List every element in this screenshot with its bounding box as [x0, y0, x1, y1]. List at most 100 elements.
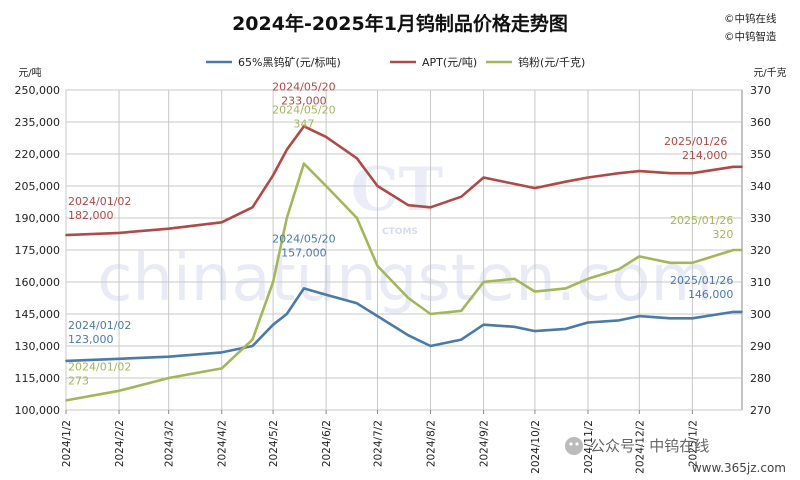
series-point-2	[272, 281, 274, 283]
x-tick-label: 2024/10/2	[530, 420, 542, 474]
series-point-0	[272, 323, 274, 326]
wechat-badge: 公众号 · 中钨在线 www.365jz.com	[565, 437, 786, 475]
series-point-1	[617, 172, 620, 175]
left-tick-label: 205,000	[15, 180, 61, 193]
series-point-2	[356, 217, 358, 219]
series-point-1	[118, 232, 120, 234]
series-point-0	[741, 311, 743, 313]
series-point-0	[732, 311, 735, 313]
series-point-1	[325, 136, 327, 138]
series-point-1	[356, 157, 358, 160]
x-tick-label: 2024/12/2	[634, 420, 646, 474]
x-tick-label: 2025/1/2	[687, 420, 699, 467]
series-point-2	[407, 297, 410, 299]
series-point-0	[376, 315, 379, 317]
left-tick-label: 175,000	[15, 244, 61, 257]
series-point-2	[285, 217, 288, 219]
annotation-value: 146,000	[688, 288, 734, 301]
x-axis: 2024/1/2 2024/2/2 2024/3/2 2024/4/2 2024/5/2…	[61, 410, 699, 474]
x-tick-label: 2024/11/2	[583, 420, 595, 474]
annotation-value: 214,000	[682, 149, 728, 162]
x-tick-label: 2024/5/2	[268, 420, 280, 467]
annotation-date: 2024/05/20	[272, 104, 335, 117]
series-point-1	[303, 125, 305, 128]
series-point-0	[407, 334, 410, 337]
x-tick-label: 2024/6/2	[321, 420, 333, 467]
annotation-value: 233,000	[281, 94, 327, 107]
series-point-1	[251, 206, 254, 209]
left-tick-label: 160,000	[15, 276, 61, 289]
series-point-0	[303, 287, 305, 290]
series-point-1	[534, 187, 536, 190]
annotation-date: 2025/01/26	[670, 214, 733, 227]
series-point-2	[118, 389, 120, 392]
series-point-2	[460, 309, 463, 312]
series-point-0	[285, 313, 288, 315]
wechat-label: 公众号 · 中钨在线	[590, 437, 709, 455]
series-point-0	[669, 317, 671, 320]
right-axis-unit: 元/千克	[753, 67, 786, 79]
series-point-2	[482, 281, 485, 283]
series-point-0	[65, 360, 67, 362]
series-point-1	[691, 172, 694, 175]
annotation-date: 2025/01/26	[664, 135, 727, 148]
right-tick-label: 300	[750, 308, 771, 321]
series-point-2	[617, 268, 620, 271]
series-point-1	[741, 165, 743, 168]
series-point-2	[429, 313, 432, 315]
annotation-date: 2024/01/02	[68, 195, 131, 208]
series-point-0	[534, 330, 536, 332]
brand-line-2: ©中钨智造	[724, 30, 777, 43]
series-point-2	[513, 277, 516, 280]
right-tick-label: 350	[750, 148, 771, 161]
series-point-2	[251, 338, 254, 341]
series-point-0	[460, 338, 463, 341]
series-point-2	[534, 290, 536, 293]
series-point-1	[285, 148, 288, 151]
x-tick-label: 2024/3/2	[164, 420, 176, 467]
left-tick-label: 145,000	[15, 308, 61, 321]
series-point-0	[429, 345, 432, 347]
series-point-0	[617, 319, 620, 322]
series-point-1	[376, 185, 379, 187]
series-point-0	[356, 302, 358, 305]
legend-label-1: APT(元/吨)	[422, 56, 477, 69]
series-point-0	[220, 351, 223, 354]
left-tick-label: 220,000	[15, 148, 61, 161]
right-tick-label: 270	[750, 404, 771, 417]
annotation-value: 320	[712, 228, 733, 241]
x-tick-label: 2024/8/2	[426, 420, 438, 467]
series-point-2	[376, 265, 379, 267]
series-point-1	[272, 174, 274, 177]
right-tick-label: 370	[750, 84, 771, 97]
right-tick-label: 280	[750, 372, 771, 385]
right-y-axis: 370 360 350 340 330 320 310 300 290 280 270	[750, 84, 771, 417]
watermark-text: chinatungsten.com	[97, 242, 713, 316]
series-point-2	[638, 255, 641, 258]
right-tick-label: 340	[750, 180, 771, 193]
series-point-0	[691, 317, 694, 320]
series-point-0	[638, 315, 641, 317]
series-point-0	[167, 355, 170, 358]
right-tick-label: 330	[750, 212, 771, 225]
x-tick-label: 2024/9/2	[479, 420, 491, 467]
series-point-1	[638, 170, 641, 173]
series-point-1	[669, 172, 671, 175]
series-point-0	[564, 328, 567, 330]
x-tick-label: 2024/4/2	[217, 420, 229, 467]
series-point-0	[482, 323, 485, 326]
site-url: www.365jz.com	[692, 461, 786, 475]
right-tick-label: 320	[750, 244, 771, 257]
wechat-icon-eye-left	[569, 442, 573, 446]
series-point-1	[167, 227, 170, 230]
wechat-icon-eye-right	[575, 442, 579, 446]
series-point-2	[691, 261, 694, 264]
brand-line-1: ©中钨在线	[724, 12, 777, 25]
series-point-2	[65, 399, 67, 402]
watermark: CT CTOMS chinatungsten.com	[97, 155, 713, 316]
chart-title: 2024年-2025年1月钨制品价格走势图	[232, 12, 568, 35]
annotation-date: 2024/01/02	[68, 360, 131, 373]
annotation-value: 182,000	[68, 209, 114, 222]
series-point-1	[587, 176, 589, 179]
